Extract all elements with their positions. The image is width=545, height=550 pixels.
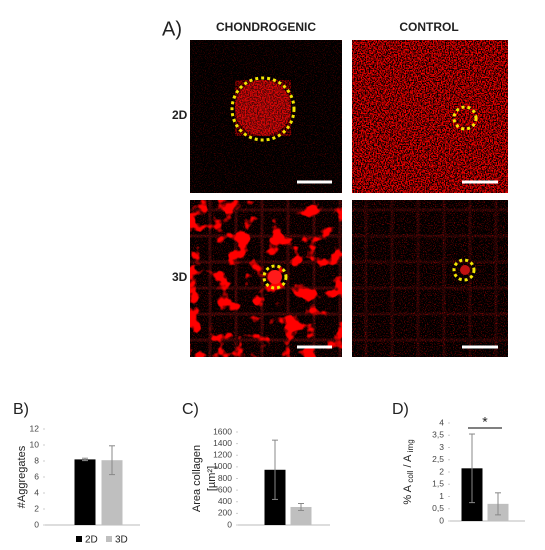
legend-swatch bbox=[76, 536, 82, 542]
column-header: CHONDROGENIC bbox=[216, 20, 316, 34]
y-axis-label: Area collagen bbox=[191, 445, 203, 512]
y-tick-label: 1000 bbox=[213, 461, 232, 471]
y-tick-label: 0,5 bbox=[432, 503, 444, 513]
error-bar bbox=[272, 439, 278, 500]
bar bbox=[101, 460, 123, 525]
y-tick-label: 8 bbox=[34, 455, 39, 465]
micrograph bbox=[352, 200, 508, 357]
y-axis-label-part: coll bbox=[406, 470, 415, 482]
bar bbox=[290, 506, 312, 525]
y-tick-label: 1,5 bbox=[432, 479, 444, 489]
micrograph bbox=[352, 40, 508, 193]
panel-label: B) bbox=[13, 401, 29, 418]
y-tick-label: 4 bbox=[439, 417, 444, 427]
panel-label: D) bbox=[392, 401, 409, 418]
y-axis-label-part: % A bbox=[402, 483, 414, 505]
row-header: 2D bbox=[172, 108, 188, 122]
row-header: 3D bbox=[172, 270, 188, 284]
y-axis-label: #Aggregates bbox=[16, 445, 28, 508]
error-bar bbox=[109, 445, 115, 476]
y-tick-label: 3,5 bbox=[432, 430, 444, 440]
y-tick-label: 0 bbox=[439, 515, 444, 525]
y-tick-label: 1 bbox=[439, 491, 444, 501]
legend-label: 3D bbox=[115, 535, 128, 546]
micrograph bbox=[190, 40, 342, 193]
y-tick-label: 2 bbox=[439, 466, 444, 476]
legend-label: 2D bbox=[85, 535, 98, 546]
legend-swatch bbox=[106, 536, 112, 542]
y-tick-label: 0 bbox=[227, 519, 232, 529]
y-tick-label: 1400 bbox=[213, 438, 232, 448]
y-tick-label: 1600 bbox=[213, 426, 232, 436]
y-tick-label: 4 bbox=[34, 487, 39, 497]
panel-label: C) bbox=[182, 401, 199, 418]
y-tick-label: 2 bbox=[34, 503, 39, 513]
error-bar bbox=[495, 492, 501, 516]
error-bar bbox=[82, 457, 88, 462]
y-axis-label-part: img bbox=[406, 439, 415, 452]
panel-label: A) bbox=[162, 18, 182, 40]
micrograph bbox=[190, 200, 342, 357]
y-tick-label: 200 bbox=[218, 508, 232, 518]
y-axis-label: [µm²] bbox=[206, 466, 218, 491]
y-tick-label: 1200 bbox=[213, 450, 232, 460]
y-axis-label-part: / A bbox=[402, 452, 414, 470]
y-tick-label: 10 bbox=[30, 439, 40, 449]
column-header: CONTROL bbox=[399, 20, 458, 34]
y-tick-label: 6 bbox=[34, 471, 39, 481]
y-tick-label: 600 bbox=[218, 484, 232, 494]
y-tick-label: 800 bbox=[218, 473, 232, 483]
error-bar bbox=[469, 433, 475, 504]
y-tick-label: 12 bbox=[30, 423, 40, 433]
error-bar bbox=[298, 502, 304, 511]
significance-mark: * bbox=[482, 414, 488, 430]
y-tick-label: 0 bbox=[34, 519, 39, 529]
y-tick-label: 2,5 bbox=[432, 454, 444, 464]
y-tick-label: 3 bbox=[439, 442, 444, 452]
y-tick-label: 400 bbox=[218, 496, 232, 506]
bar bbox=[74, 459, 96, 525]
y-axis-label: % A coll / A img bbox=[402, 439, 415, 504]
